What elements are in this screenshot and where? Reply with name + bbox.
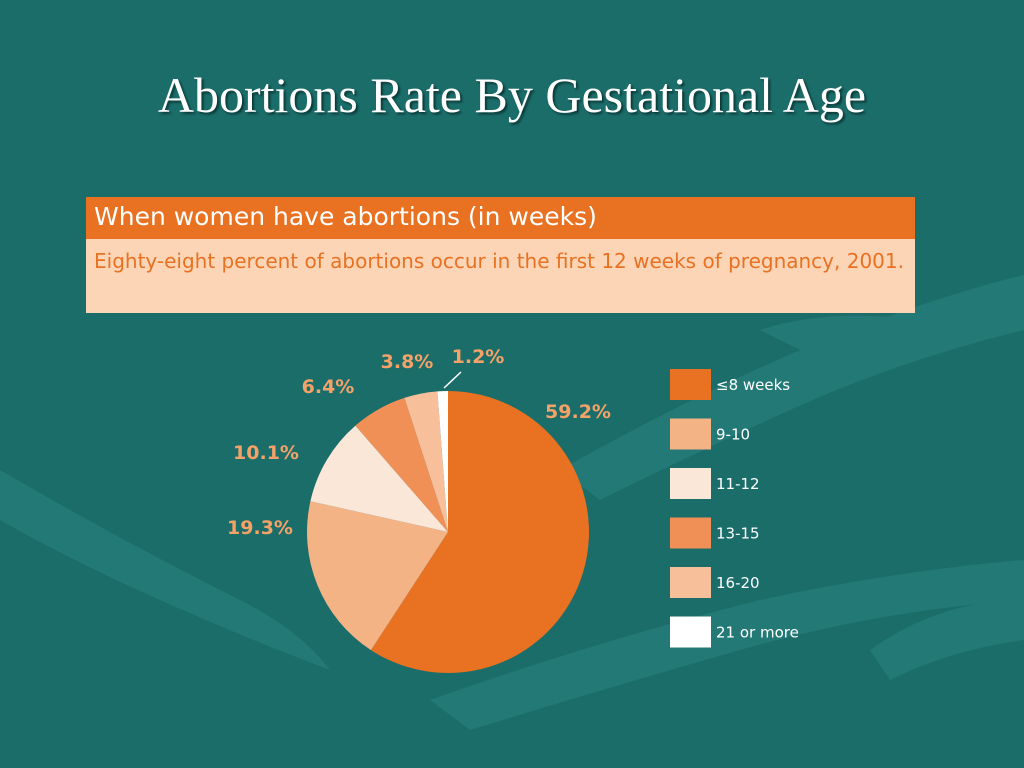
- pie-slice-1: [370, 391, 590, 674]
- slice-label-3: 10.1%: [233, 442, 299, 464]
- leader-line-1-2: [443, 371, 462, 389]
- legend-swatch-1: [670, 369, 711, 400]
- chart-header-title: When women have abortions (in weeks): [86, 197, 915, 239]
- legend-swatch-6: [670, 616, 711, 648]
- slice-label-2: 19.3%: [227, 517, 293, 539]
- chart-header: When women have abortions (in weeks) Eig…: [86, 197, 915, 313]
- legend-swatch-3: [670, 468, 711, 499]
- slice-label-4: 6.4%: [302, 376, 355, 398]
- slice-label-5: 3.8%: [381, 351, 434, 373]
- legend-swatch-2: [670, 418, 711, 450]
- pie-slices: [307, 391, 590, 674]
- chart-header-subtitle: Eighty-eight percent of abortions occur …: [86, 239, 915, 313]
- legend-label-2: 9-10: [716, 426, 750, 444]
- slice-label-6: 1.2%: [452, 346, 505, 368]
- pie-slice-3: [310, 425, 448, 532]
- pie-slice-6: [437, 391, 448, 532]
- legend-label-3: 11-12: [716, 475, 760, 493]
- legend-label-5: 16-20: [716, 574, 760, 592]
- slice-label-1: 59.2%: [545, 401, 611, 423]
- legend-label-6: 21 or more: [716, 624, 799, 642]
- pie-slice-5: [404, 391, 448, 532]
- legend: ≤8 weeks 9-10 11-12 13-15 16-20 21 or more: [670, 369, 799, 648]
- legend-label-4: 13-15: [716, 525, 760, 543]
- slide-title: Abortions Rate By Gestational Age: [157, 67, 867, 123]
- legend-swatch-5: [670, 567, 711, 598]
- legend-label-1: ≤8 weeks: [716, 376, 790, 394]
- pie-labels: 59.2% 19.3% 10.1% 6.4% 3.8% 1.2%: [227, 346, 611, 539]
- legend-swatch-4: [670, 517, 711, 549]
- pie-slice-4: [355, 397, 448, 532]
- pie-slice-2: [307, 501, 448, 651]
